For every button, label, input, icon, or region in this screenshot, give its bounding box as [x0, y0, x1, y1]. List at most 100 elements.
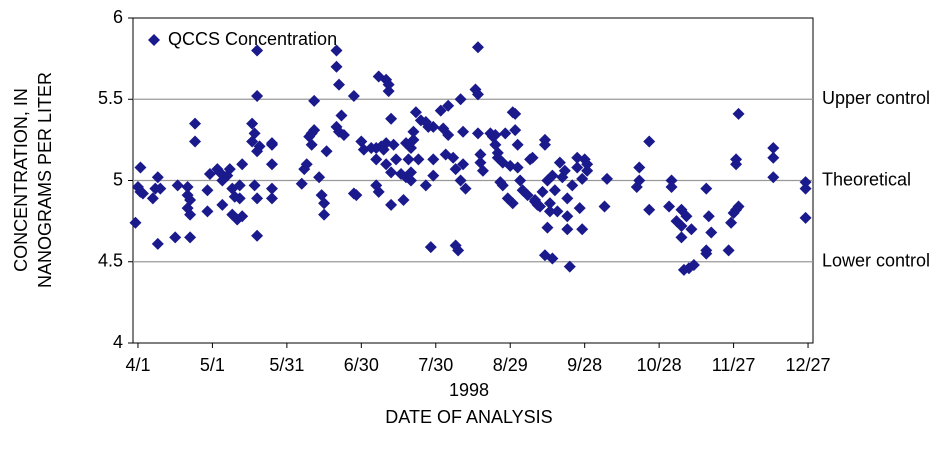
data-point [700, 244, 713, 257]
data-point [459, 182, 472, 195]
data-point [457, 125, 470, 138]
data-point [663, 200, 676, 213]
data-point [767, 142, 780, 154]
data-point [251, 90, 264, 102]
data-point [521, 189, 534, 202]
data-point [561, 223, 574, 236]
data-point [576, 172, 589, 185]
data-point [546, 169, 559, 182]
y-tick-label: 4 [113, 332, 123, 352]
data-point [385, 166, 398, 179]
data-point [541, 221, 554, 234]
data-point [184, 194, 197, 206]
data-point [201, 205, 214, 218]
data-point [265, 192, 278, 205]
reference-label: Lower control [822, 251, 930, 271]
x-tick-label: 6/30 [344, 355, 379, 375]
data-point [767, 151, 780, 164]
data-point [313, 171, 326, 184]
y-tick-label: 4.5 [98, 251, 123, 271]
x-axis-label: DATE OF ANALYSIS [385, 407, 552, 427]
data-point [246, 117, 259, 130]
data-point [335, 109, 348, 122]
data-point [233, 179, 246, 192]
y-axis-label: CONCENTRATION, IN [11, 88, 31, 272]
data-point [566, 179, 579, 192]
legend-marker [148, 34, 160, 46]
data-point [675, 220, 688, 232]
x-tick-label: 12/27 [786, 355, 831, 375]
data-point [543, 205, 556, 218]
data-point [489, 129, 502, 141]
data-point [300, 158, 313, 171]
data-point [184, 231, 197, 244]
y-tick-label: 6 [113, 7, 123, 27]
data-point [601, 172, 614, 185]
data-point [223, 163, 236, 176]
data-point [265, 182, 278, 195]
data-point [265, 158, 278, 171]
data-point [722, 244, 735, 257]
data-point [295, 177, 308, 190]
data-point [412, 153, 425, 166]
data-point [233, 192, 246, 205]
data-point [548, 184, 561, 197]
data-point [561, 210, 574, 223]
data-point [442, 99, 455, 112]
data-point [534, 200, 547, 213]
reference-label: Theoretical [822, 169, 911, 189]
data-point [496, 179, 509, 192]
data-point [419, 179, 432, 192]
data-point [385, 198, 398, 211]
data-point [265, 137, 278, 150]
x-tick-label: 11/27 [712, 355, 756, 375]
data-point [598, 200, 611, 213]
data-point [665, 181, 678, 193]
data-point [454, 174, 467, 187]
data-point [318, 197, 331, 210]
data-point [558, 164, 571, 177]
data-point [514, 174, 527, 187]
data-point [447, 151, 460, 164]
data-point [154, 182, 167, 195]
data-point [546, 252, 559, 265]
x-tick-label: 8/29 [493, 355, 528, 375]
data-point [253, 140, 266, 153]
data-point [427, 169, 440, 182]
x-sublabel: 1998 [449, 380, 489, 400]
reference-label: Upper control [822, 88, 930, 108]
data-point [499, 127, 512, 140]
data-point [730, 153, 743, 166]
data-point [350, 189, 363, 202]
data-point [767, 171, 780, 184]
data-point [305, 138, 318, 151]
data-point [471, 88, 484, 101]
data-point [427, 120, 440, 133]
data-point [643, 203, 656, 216]
x-tick-label: 5/1 [200, 355, 225, 375]
data-point [320, 145, 333, 158]
data-point [251, 44, 264, 57]
data-point [680, 210, 693, 223]
data-point [563, 260, 576, 273]
data-point [146, 192, 159, 205]
data-point [404, 174, 417, 187]
data-point [633, 174, 646, 187]
data-point [581, 158, 594, 171]
data-point [700, 182, 713, 195]
data-point [434, 104, 447, 117]
data-point [216, 198, 229, 211]
data-point [248, 127, 261, 140]
data-point [581, 164, 594, 177]
data-point [236, 210, 249, 223]
data-point [476, 164, 489, 177]
data-point [203, 168, 216, 180]
data-point [442, 129, 455, 141]
data-point [372, 185, 385, 198]
data-point [308, 124, 321, 137]
data-point [725, 216, 738, 229]
data-point [171, 179, 184, 192]
data-point [474, 148, 487, 161]
x-tick-label: 9/28 [567, 355, 602, 375]
